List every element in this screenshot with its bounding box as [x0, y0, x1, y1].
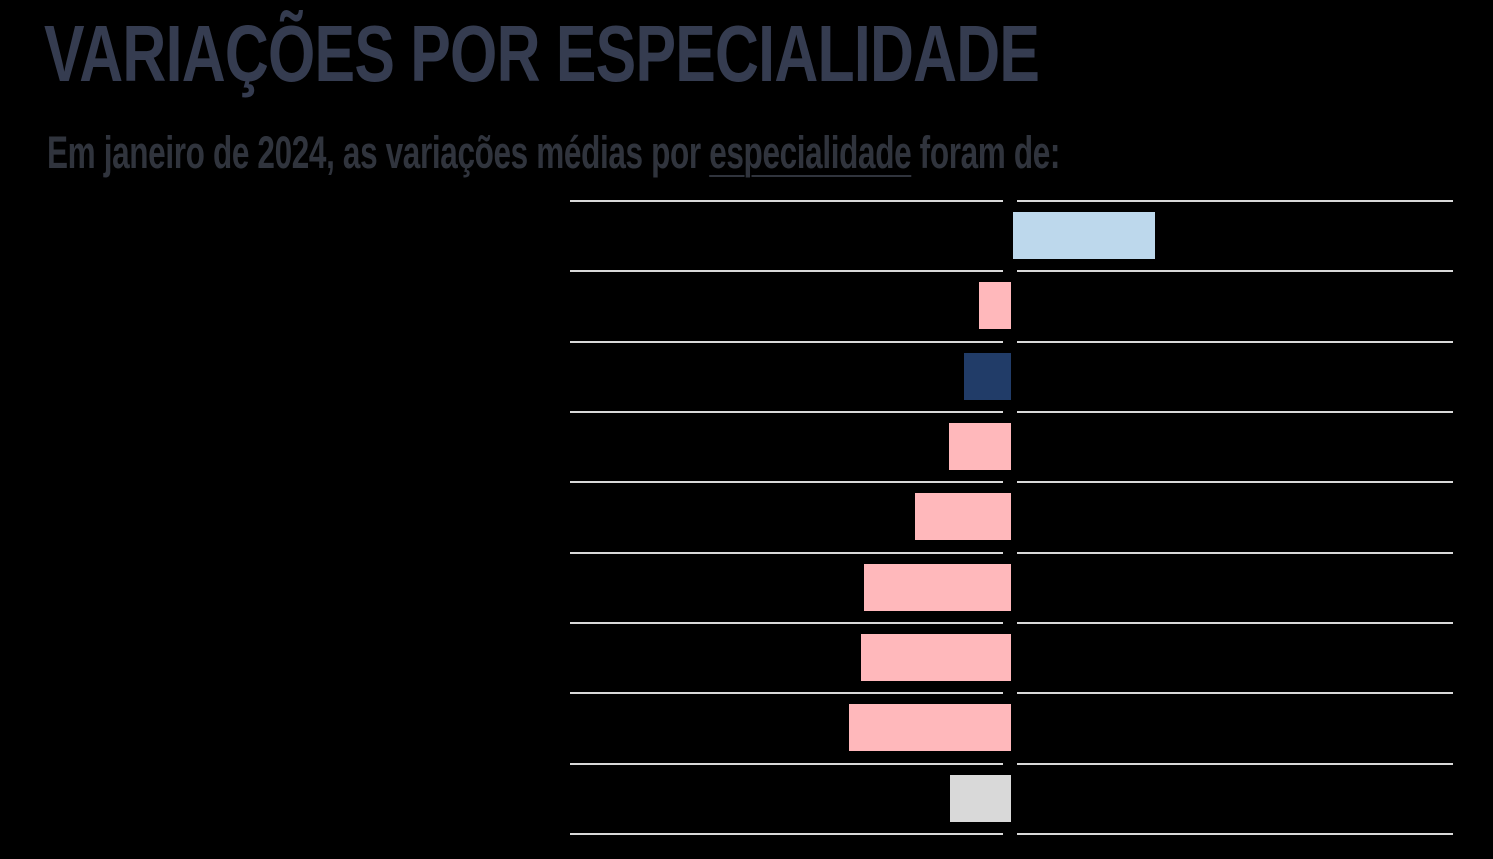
row-separator-line	[570, 833, 1003, 835]
row-separator-line	[570, 552, 1003, 554]
bar-chart	[570, 200, 1453, 836]
chart-subtitle: Em janeiro de 2024, as variações médias …	[47, 130, 1060, 175]
row-separator-line	[570, 763, 1003, 765]
row-separator-line	[570, 622, 1003, 624]
subtitle-suffix: foram de:	[911, 127, 1061, 178]
row-separator-line	[570, 200, 1003, 202]
row-separator-line	[570, 692, 1003, 694]
bar-row-9	[950, 775, 1011, 822]
subtitle-underlined-word: especialidade	[709, 127, 912, 178]
row-separator-line	[570, 341, 1003, 343]
row-separator-line	[1017, 200, 1453, 202]
subtitle-prefix: Em janeiro de 2024, as variações médias …	[47, 127, 710, 178]
row-separator-line	[1017, 552, 1453, 554]
row-separator-line	[1017, 411, 1453, 413]
bar-row-3	[964, 353, 1011, 400]
bar-row-7	[861, 634, 1011, 681]
bar-row-5	[915, 493, 1011, 540]
row-separator-line	[570, 411, 1003, 413]
bar-row-6	[864, 564, 1011, 611]
row-separator-line	[1017, 270, 1453, 272]
bar-row-2	[979, 282, 1011, 329]
row-separator-line	[570, 481, 1003, 483]
row-separator-line	[1017, 622, 1453, 624]
bar-row-4	[949, 423, 1011, 470]
row-separator-line	[570, 270, 1003, 272]
bar-row-1	[1013, 212, 1155, 259]
page-title: VARIAÇÕES POR ESPECIALIDADE	[44, 9, 1040, 98]
row-separator-line	[1017, 481, 1453, 483]
bar-row-8	[849, 704, 1011, 751]
row-separator-line	[1017, 341, 1453, 343]
row-separator-line	[1017, 833, 1453, 835]
row-separator-line	[1017, 763, 1453, 765]
row-separator-line	[1017, 692, 1453, 694]
